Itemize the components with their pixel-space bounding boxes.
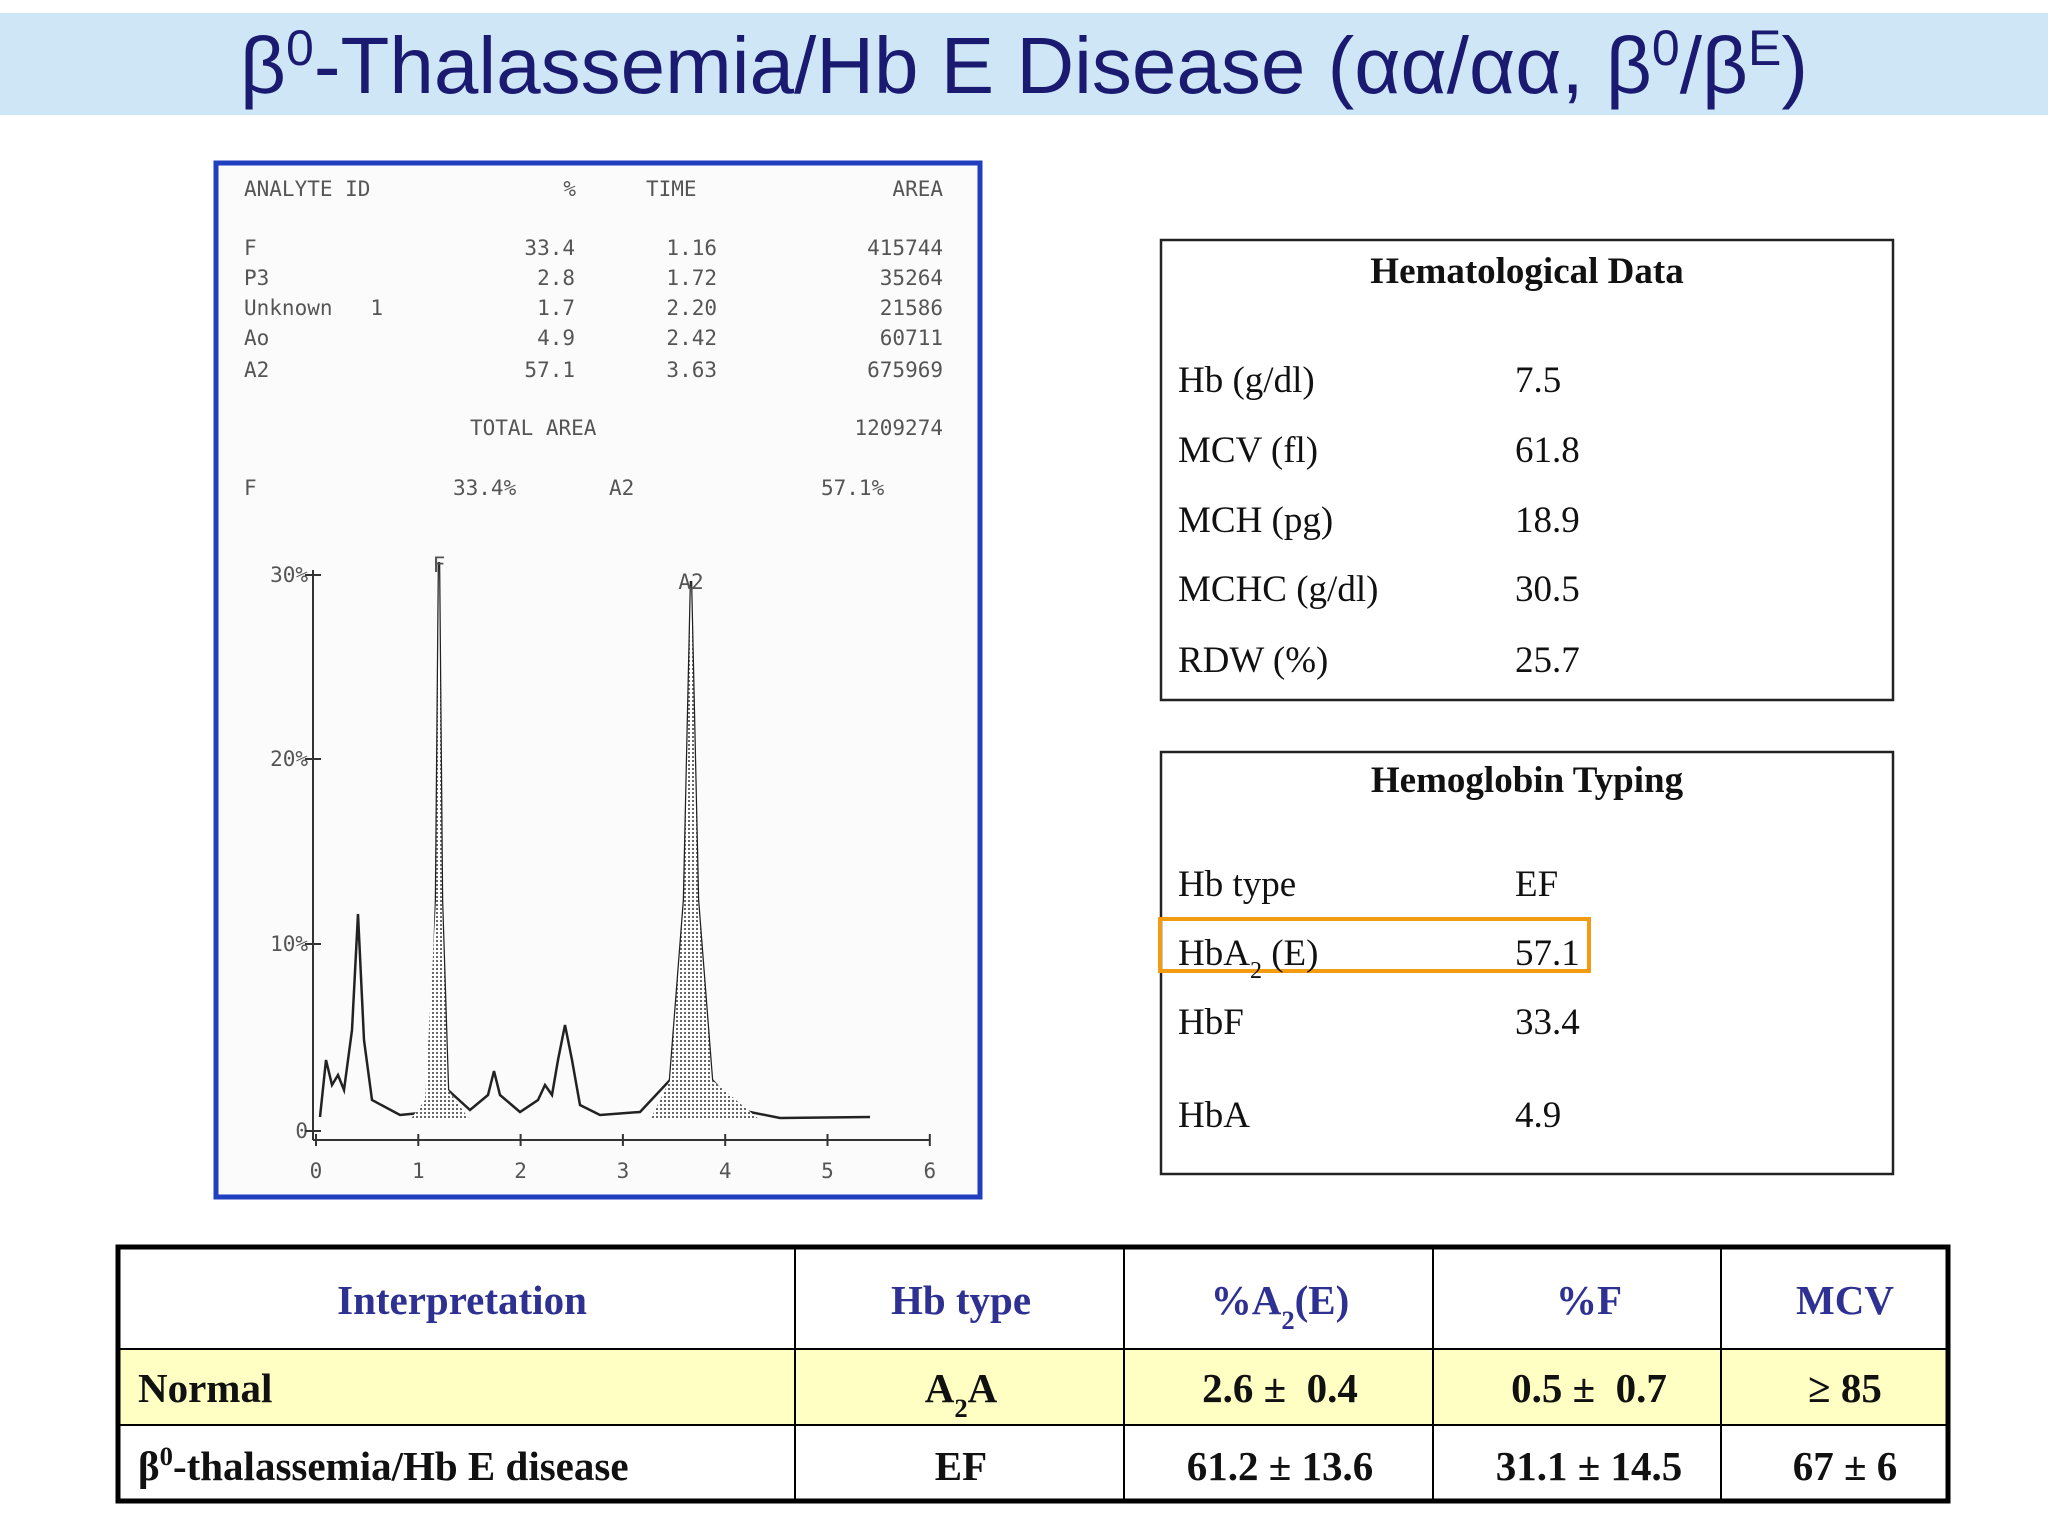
report-text: TIME xyxy=(646,177,697,201)
label: MCV (fl) xyxy=(1178,430,1318,471)
header-cell: %A2(E) xyxy=(1211,1277,1350,1335)
header-cell: %F xyxy=(1556,1277,1622,1323)
report-text: A2 xyxy=(678,570,703,594)
cell: β0-thalassemia/Hb E disease xyxy=(138,1441,629,1489)
value: 33.4 xyxy=(1515,1002,1580,1043)
value: EF xyxy=(1515,864,1558,905)
box-title: Hemoglobin Typing xyxy=(1371,760,1684,801)
report-text: 415744 xyxy=(867,236,943,260)
cell: 2.6 ± 0.4 xyxy=(1202,1365,1358,1411)
report-text: A2 xyxy=(244,358,269,382)
report-text: 2 xyxy=(514,1159,527,1183)
report-text: 5 xyxy=(821,1159,834,1183)
value: 25.7 xyxy=(1515,640,1580,681)
label: MCHC (g/dl) xyxy=(1178,569,1378,610)
report-text: AREA xyxy=(892,177,943,201)
report-text: 33.4 xyxy=(524,236,575,260)
value: 4.9 xyxy=(1515,1095,1561,1136)
interpretation-table xyxy=(115,1244,1951,1504)
typing-box xyxy=(1159,750,1895,1176)
report-text: 1.72 xyxy=(666,266,717,290)
report-text: 2.20 xyxy=(666,296,717,320)
header-cell: Hb type xyxy=(891,1277,1031,1323)
value: 30.5 xyxy=(1515,569,1580,610)
report-text: 1209274 xyxy=(854,416,943,440)
report-text: ANALYTE ID xyxy=(244,177,370,201)
report-text: 3.63 xyxy=(666,358,717,382)
report-text: 60711 xyxy=(880,326,943,350)
report-text: 57.1 xyxy=(524,358,575,382)
cell: A2A xyxy=(925,1365,998,1423)
label: HbA xyxy=(1178,1095,1250,1136)
cell: Normal xyxy=(138,1365,272,1411)
report-text: 1.7 xyxy=(537,296,575,320)
label: MCH (pg) xyxy=(1178,500,1333,541)
value: 18.9 xyxy=(1515,500,1580,541)
value: 57.1 xyxy=(1515,933,1580,974)
cell: EF xyxy=(935,1443,987,1489)
header-cell: Interpretation xyxy=(337,1277,587,1323)
cell: 61.2 ± 13.6 xyxy=(1187,1443,1374,1489)
report-text: 57.1% xyxy=(821,476,885,500)
report-text: 20% xyxy=(270,747,308,771)
report-frame xyxy=(213,160,983,1200)
label: HbA2 (E) xyxy=(1178,933,1318,984)
report-text: 6 xyxy=(923,1159,936,1183)
report-text: 1.16 xyxy=(666,236,717,260)
cell: 0.5 ± 0.7 xyxy=(1511,1365,1667,1411)
label: HbF xyxy=(1178,1002,1244,1043)
report-text: Unknown 1 xyxy=(244,296,383,320)
report-text: 33.4% xyxy=(453,476,517,500)
title-band xyxy=(0,13,2048,115)
header-cell: MCV xyxy=(1796,1277,1894,1323)
report-text: 21586 xyxy=(880,296,943,320)
report-text: % xyxy=(563,177,576,201)
report-text: 30% xyxy=(270,563,308,587)
box-title: Hematological Data xyxy=(1370,251,1683,292)
report-text: TOTAL AREA xyxy=(470,416,597,440)
value: 61.8 xyxy=(1515,430,1580,471)
report-text: 2.8 xyxy=(537,266,575,290)
report-text: 4.9 xyxy=(537,326,575,350)
report-text: 4 xyxy=(719,1159,732,1183)
hematological-box xyxy=(1159,238,1895,702)
report-text: 675969 xyxy=(867,358,943,382)
report-text: 0 xyxy=(295,1119,308,1143)
label: RDW (%) xyxy=(1178,640,1328,681)
cell: 31.1 ± 14.5 xyxy=(1496,1443,1683,1489)
report-text: A2 xyxy=(609,476,634,500)
report-text: 35264 xyxy=(880,266,943,290)
report-text: F xyxy=(433,553,446,577)
report-text: 10% xyxy=(270,932,308,956)
highlight xyxy=(1158,917,1591,973)
label: Hb (g/dl) xyxy=(1178,360,1315,401)
report-text: 0 xyxy=(310,1159,323,1183)
cell: ≥ 85 xyxy=(1808,1365,1882,1411)
report-text: 2.42 xyxy=(666,326,717,350)
report-text: Ao xyxy=(244,326,269,350)
report-text: 3 xyxy=(617,1159,630,1183)
value: 7.5 xyxy=(1515,360,1561,401)
cell: 67 ± 6 xyxy=(1793,1443,1898,1489)
slide-title: β0-Thalassemia/Hb E Disease (αα/αα, β0/β… xyxy=(240,20,1808,110)
report-text: F xyxy=(244,236,257,260)
label: Hb type xyxy=(1178,864,1296,905)
report-text: F xyxy=(244,476,257,500)
report-text: P3 xyxy=(244,266,269,290)
report-text: 1 xyxy=(412,1159,425,1183)
report: ANALYTE ID% TIME AREA F 33.4 1.16 415744 P3 2.8 1… xyxy=(244,177,943,1183)
